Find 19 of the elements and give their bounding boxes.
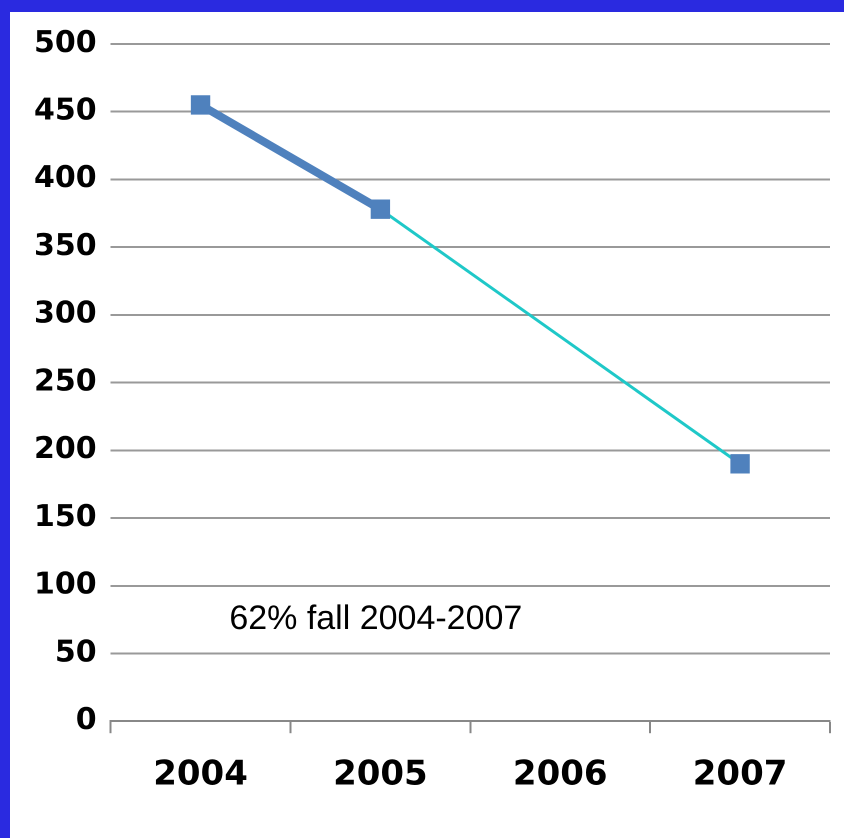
y-tick-label: 300 [34, 296, 97, 331]
point [370, 200, 390, 219]
y-tick-label: 200 [34, 431, 97, 466]
y-tick-label: 500 [34, 24, 97, 60]
annotation: 62% fall 2004-2007 [229, 598, 522, 637]
y-tick-label: 250 [34, 363, 97, 398]
x-tick-label: 2004 [153, 753, 248, 794]
y-tick-label: 450 [34, 92, 97, 128]
x-tick-label: 2006 [512, 753, 608, 794]
y-tick-label: 50 [54, 634, 97, 670]
y-tick-label: 400 [34, 160, 97, 196]
y-tick-label: 350 [34, 228, 97, 263]
y-tick-label: 100 [34, 566, 97, 602]
point [190, 95, 210, 115]
x-tick-label: 2005 [333, 753, 428, 794]
x-tick-label: 2007 [692, 753, 788, 794]
y-tick-label: 0 [76, 702, 97, 737]
y-tick-label: 150 [34, 498, 97, 534]
point [730, 454, 750, 474]
